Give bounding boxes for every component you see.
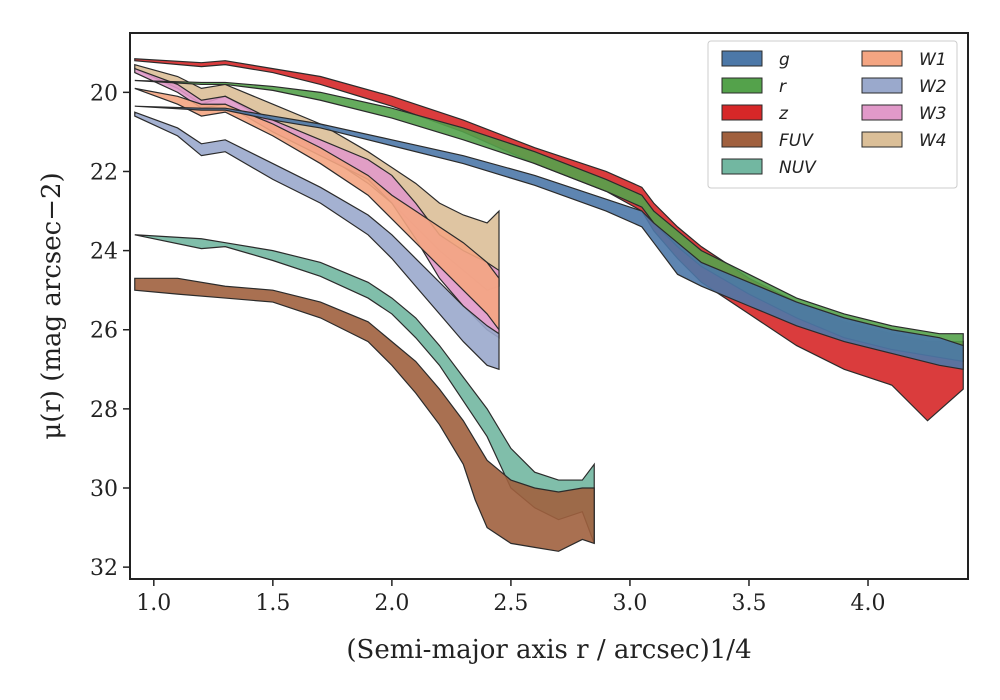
y-tick-label: 22 <box>90 160 118 185</box>
plot-frame <box>129 32 969 580</box>
band-w1 <box>134 87 500 332</box>
legend-swatch-w4 <box>861 131 903 148</box>
legend-label-w1: W1 <box>919 50 947 70</box>
band-g <box>134 105 964 371</box>
legend-label-w4: W4 <box>919 131 947 151</box>
legend-swatch-fuv <box>721 131 763 148</box>
y-tick-label: 26 <box>90 319 118 344</box>
legend-label-nuv: NUV <box>779 158 817 178</box>
x-axis-label: (Semi-major axis r / arcsec)1/4 <box>346 635 751 665</box>
y-tick-label: 32 <box>90 556 118 581</box>
legend-label-g: g <box>779 50 790 70</box>
legend-swatch-w2 <box>861 77 903 94</box>
x-tick-label: 3.5 <box>731 591 766 616</box>
x-tick-label: 1.0 <box>136 591 171 616</box>
y-tick-label: 28 <box>90 398 118 423</box>
band-fuv <box>134 277 595 552</box>
y-tick-label: 24 <box>90 240 118 265</box>
legend-swatch-z <box>721 104 763 121</box>
legend-label-fuv: FUV <box>779 131 814 151</box>
series-bands <box>134 58 964 552</box>
legend-swatch-r <box>721 77 763 94</box>
y-axis-label: μ(r) (mag arcsec−2) <box>37 172 67 439</box>
x-tick-label: 2.0 <box>374 591 409 616</box>
legend-label-w3: W3 <box>919 104 947 124</box>
band-w2 <box>134 111 500 371</box>
y-tick-label: 20 <box>90 81 118 106</box>
x-tick-label: 1.5 <box>255 591 290 616</box>
legend-swatch-w3 <box>861 104 903 121</box>
legend-swatch-g <box>721 50 763 67</box>
y-tick-label: 30 <box>90 477 118 502</box>
legend-swatch-w1 <box>861 50 903 67</box>
x-tick-label: 4.0 <box>851 591 886 616</box>
x-tick-label: 3.0 <box>612 591 647 616</box>
legend: grz FUV NUV W1 W2 W3 W4 <box>707 40 958 189</box>
x-tick-label: 2.5 <box>493 591 528 616</box>
y-axis-ticks: 20 22 24 26 28 30 32 <box>90 81 130 581</box>
legend-label-w2: W2 <box>919 77 947 97</box>
legend-label-z: z <box>778 104 789 124</box>
legend-swatch-nuv <box>721 158 763 175</box>
x-axis-ticks: 1.0 1.5 2.0 2.5 3.0 3.5 4.0 <box>136 579 886 616</box>
legend-label-r: r <box>779 77 787 97</box>
